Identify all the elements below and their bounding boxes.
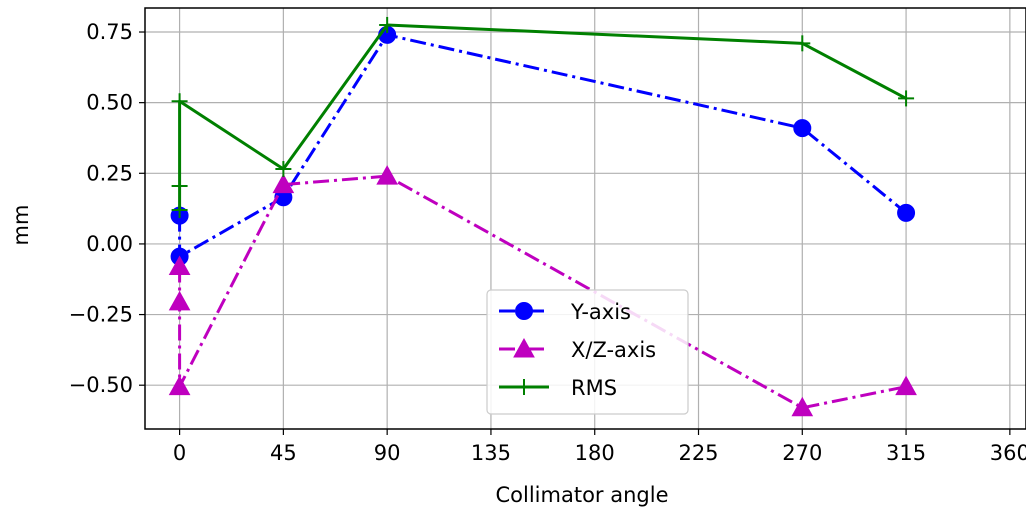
y-axis-label: mm	[9, 205, 33, 246]
data-point	[275, 161, 292, 178]
x-tick-label: 135	[471, 441, 511, 465]
data-point	[895, 375, 917, 396]
series-line	[178, 33, 908, 259]
data-point	[171, 93, 188, 110]
data-point	[897, 203, 916, 222]
series-rms	[171, 16, 915, 219]
x-tick-label: 270	[782, 441, 822, 465]
data-point	[898, 90, 915, 107]
data-point	[793, 119, 812, 138]
y-tick-label: 0.25	[86, 161, 133, 185]
data-point	[794, 35, 811, 52]
legend-marker	[513, 337, 535, 358]
y-tick-label: 0.50	[86, 91, 133, 115]
legend-item: X/Z-axis	[499, 337, 656, 362]
data-point	[791, 396, 814, 417]
x-axis-label: Collimator angle	[496, 483, 669, 507]
data-point	[171, 202, 188, 219]
y-tick-label: −0.50	[69, 373, 133, 397]
x-tick-label: 90	[374, 441, 401, 465]
y-tick-label: 0.75	[86, 20, 133, 44]
x-tick-label: 315	[886, 441, 926, 465]
plot-series	[168, 16, 917, 417]
data-point	[168, 375, 191, 396]
series-y-axis	[170, 25, 916, 266]
axis-ticks: 0 45 90 135 180 225 270 315 360 −0.50 −0.25 0.00 0.2…	[69, 20, 1026, 465]
data-point	[376, 165, 399, 185]
legend-item: RMS	[499, 376, 617, 400]
data-point	[379, 16, 396, 33]
legend-label: X/Z-axis	[571, 338, 656, 362]
legend-marker	[515, 302, 533, 320]
x-tick-label: 225	[678, 441, 718, 465]
legend: Y-axis X/Z-axis RMS	[486, 289, 689, 415]
y-tick-label: −0.25	[69, 303, 133, 327]
series-x-z-axis	[168, 165, 917, 417]
data-point	[168, 290, 191, 311]
x-tick-label: 0	[173, 441, 186, 465]
legend-label: RMS	[571, 376, 617, 400]
data-point	[168, 255, 191, 276]
y-tick-label: 0.00	[86, 232, 133, 256]
legend-label: Y-axis	[570, 300, 631, 324]
legend-box	[486, 289, 689, 415]
grid	[145, 8, 1026, 429]
x-tick-label: 45	[270, 441, 297, 465]
data-point	[272, 173, 295, 194]
plot-frame	[144, 7, 1026, 430]
x-tick-label: 360	[990, 441, 1026, 465]
x-tick-label: 180	[575, 441, 615, 465]
legend-marker	[516, 379, 532, 395]
legend-item: Y-axis	[499, 300, 631, 324]
data-point	[171, 178, 188, 195]
series-line	[178, 23, 907, 211]
